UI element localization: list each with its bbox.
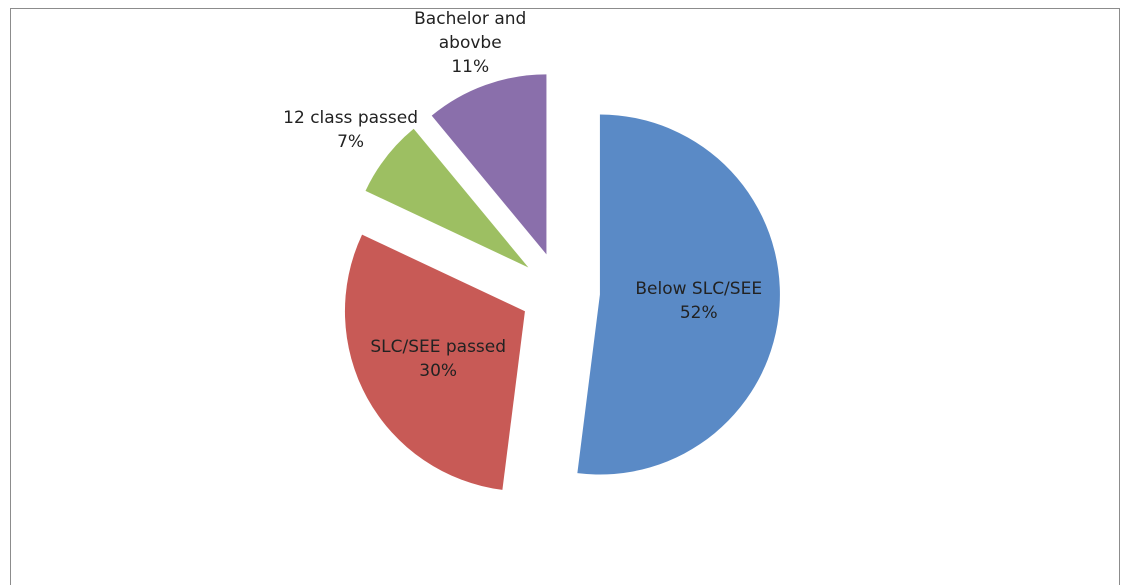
pie-slice bbox=[365, 128, 529, 268]
slice-label: Below SLC/SEE 52% bbox=[614, 277, 784, 325]
category-label: 12 class passed bbox=[283, 107, 418, 128]
value-label: 11% bbox=[451, 56, 490, 77]
pie-slice bbox=[431, 74, 547, 255]
slice-label: SLC/SEE passed 30% bbox=[353, 335, 523, 383]
pie-slice bbox=[577, 114, 780, 475]
category-label: Below SLC/SEE bbox=[635, 278, 763, 299]
chart-frame bbox=[10, 8, 1120, 585]
pie-slice bbox=[344, 234, 525, 490]
value-label: 30% bbox=[419, 360, 458, 381]
slice-label: 12 class passed 7% bbox=[266, 106, 436, 154]
value-label: 7% bbox=[337, 131, 365, 152]
slice-label: Bachelor and abovbe 11% bbox=[385, 7, 555, 79]
value-label: 52% bbox=[679, 302, 718, 323]
category-label: SLC/SEE passed bbox=[370, 336, 507, 357]
category-label: Bachelor and abovbe bbox=[414, 8, 527, 53]
